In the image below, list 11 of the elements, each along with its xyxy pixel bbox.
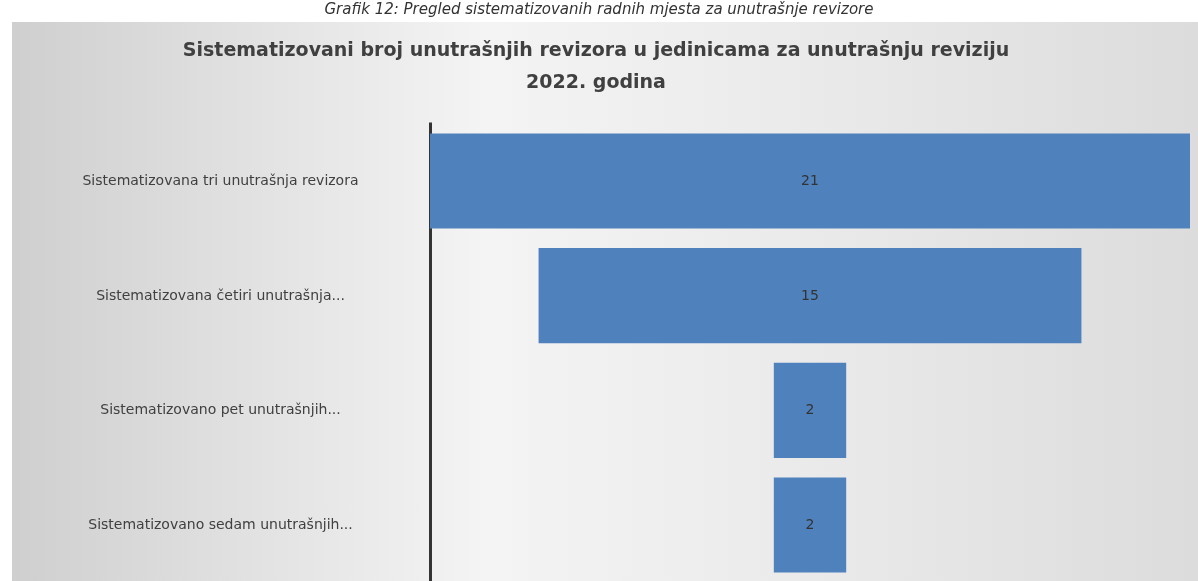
- data-label: 2: [805, 401, 815, 418]
- text: Grafik 12: Pregled sistematizovanih radnih mjesta za unutrašnje revizore: [323, 0, 875, 20]
- category-label: Sistematizovana tri unutrašnja revizora: [82, 172, 359, 189]
- data-label: 21: [801, 172, 819, 189]
- category-label: Sistematizovano sedam unutrašnjih...: [88, 515, 353, 532]
- text: 2022. godina: [526, 70, 666, 92]
- category-label: Sistematizovano pet unutrašnjih...: [100, 401, 341, 418]
- data-label: 2: [805, 515, 815, 532]
- category-label: Sistematizovana četiri unutrašnja...: [96, 286, 345, 303]
- data-label: 15: [801, 286, 819, 303]
- text: Sistematizovani broj unutrašnjih revizora u jedinicama za unutrašnju reviziju: [182, 38, 1010, 60]
